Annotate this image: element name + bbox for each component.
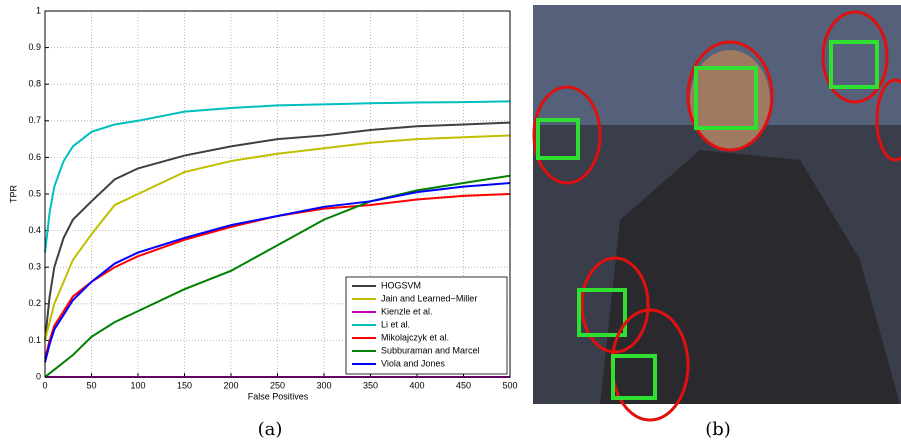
- legend-label: Li et al.: [381, 319, 410, 329]
- legend-label: Viola and Jones: [381, 358, 445, 368]
- x-tick-label: 250: [270, 380, 285, 390]
- y-axis-label: TPR: [8, 184, 18, 203]
- y-tick-label: 0.8: [28, 79, 41, 89]
- photo: [533, 5, 901, 420]
- y-tick-label: 1: [36, 5, 41, 15]
- x-tick-label: 400: [409, 380, 424, 390]
- y-tick-label: 0.5: [28, 188, 41, 198]
- legend-label: Subburaman and Marcel: [381, 345, 480, 355]
- figure: (a) (b) False Positives TPR 0 0.1 0.2 0.3 0.…: [0, 0, 901, 442]
- x-tick-label: 350: [363, 380, 378, 390]
- legend-label: Kienzle et al.: [381, 306, 433, 316]
- y-tick-label: 0: [36, 371, 41, 381]
- x-tick-label: 500: [502, 380, 517, 390]
- y-tick-label: 0.9: [28, 42, 41, 52]
- y-tick-label: 0.1: [28, 335, 41, 345]
- y-tick-label: 0.7: [28, 115, 41, 125]
- x-tick-label: 100: [130, 380, 145, 390]
- x-axis-label: False Positives: [248, 391, 309, 401]
- y-tick-label: 0.3: [28, 262, 41, 272]
- y-tick-label: 0.2: [28, 298, 41, 308]
- y-tick-label: 0.6: [28, 152, 41, 162]
- y-tick-label: 0.4: [28, 225, 41, 235]
- caption: (a): [258, 419, 283, 440]
- x-tick-label: 450: [456, 380, 471, 390]
- x-tick-label: 300: [316, 380, 331, 390]
- x-tick-label: 150: [177, 380, 192, 390]
- legend-label: Jain and Learned−Miller: [381, 293, 477, 303]
- x-tick-label: 0: [42, 380, 47, 390]
- x-tick-label: 50: [86, 380, 96, 390]
- legend-label: HOGSVM: [381, 280, 421, 290]
- caption: (b): [705, 419, 731, 440]
- x-tick-label: 200: [223, 380, 238, 390]
- legend-label: Mikolajczyk et al.: [381, 332, 449, 342]
